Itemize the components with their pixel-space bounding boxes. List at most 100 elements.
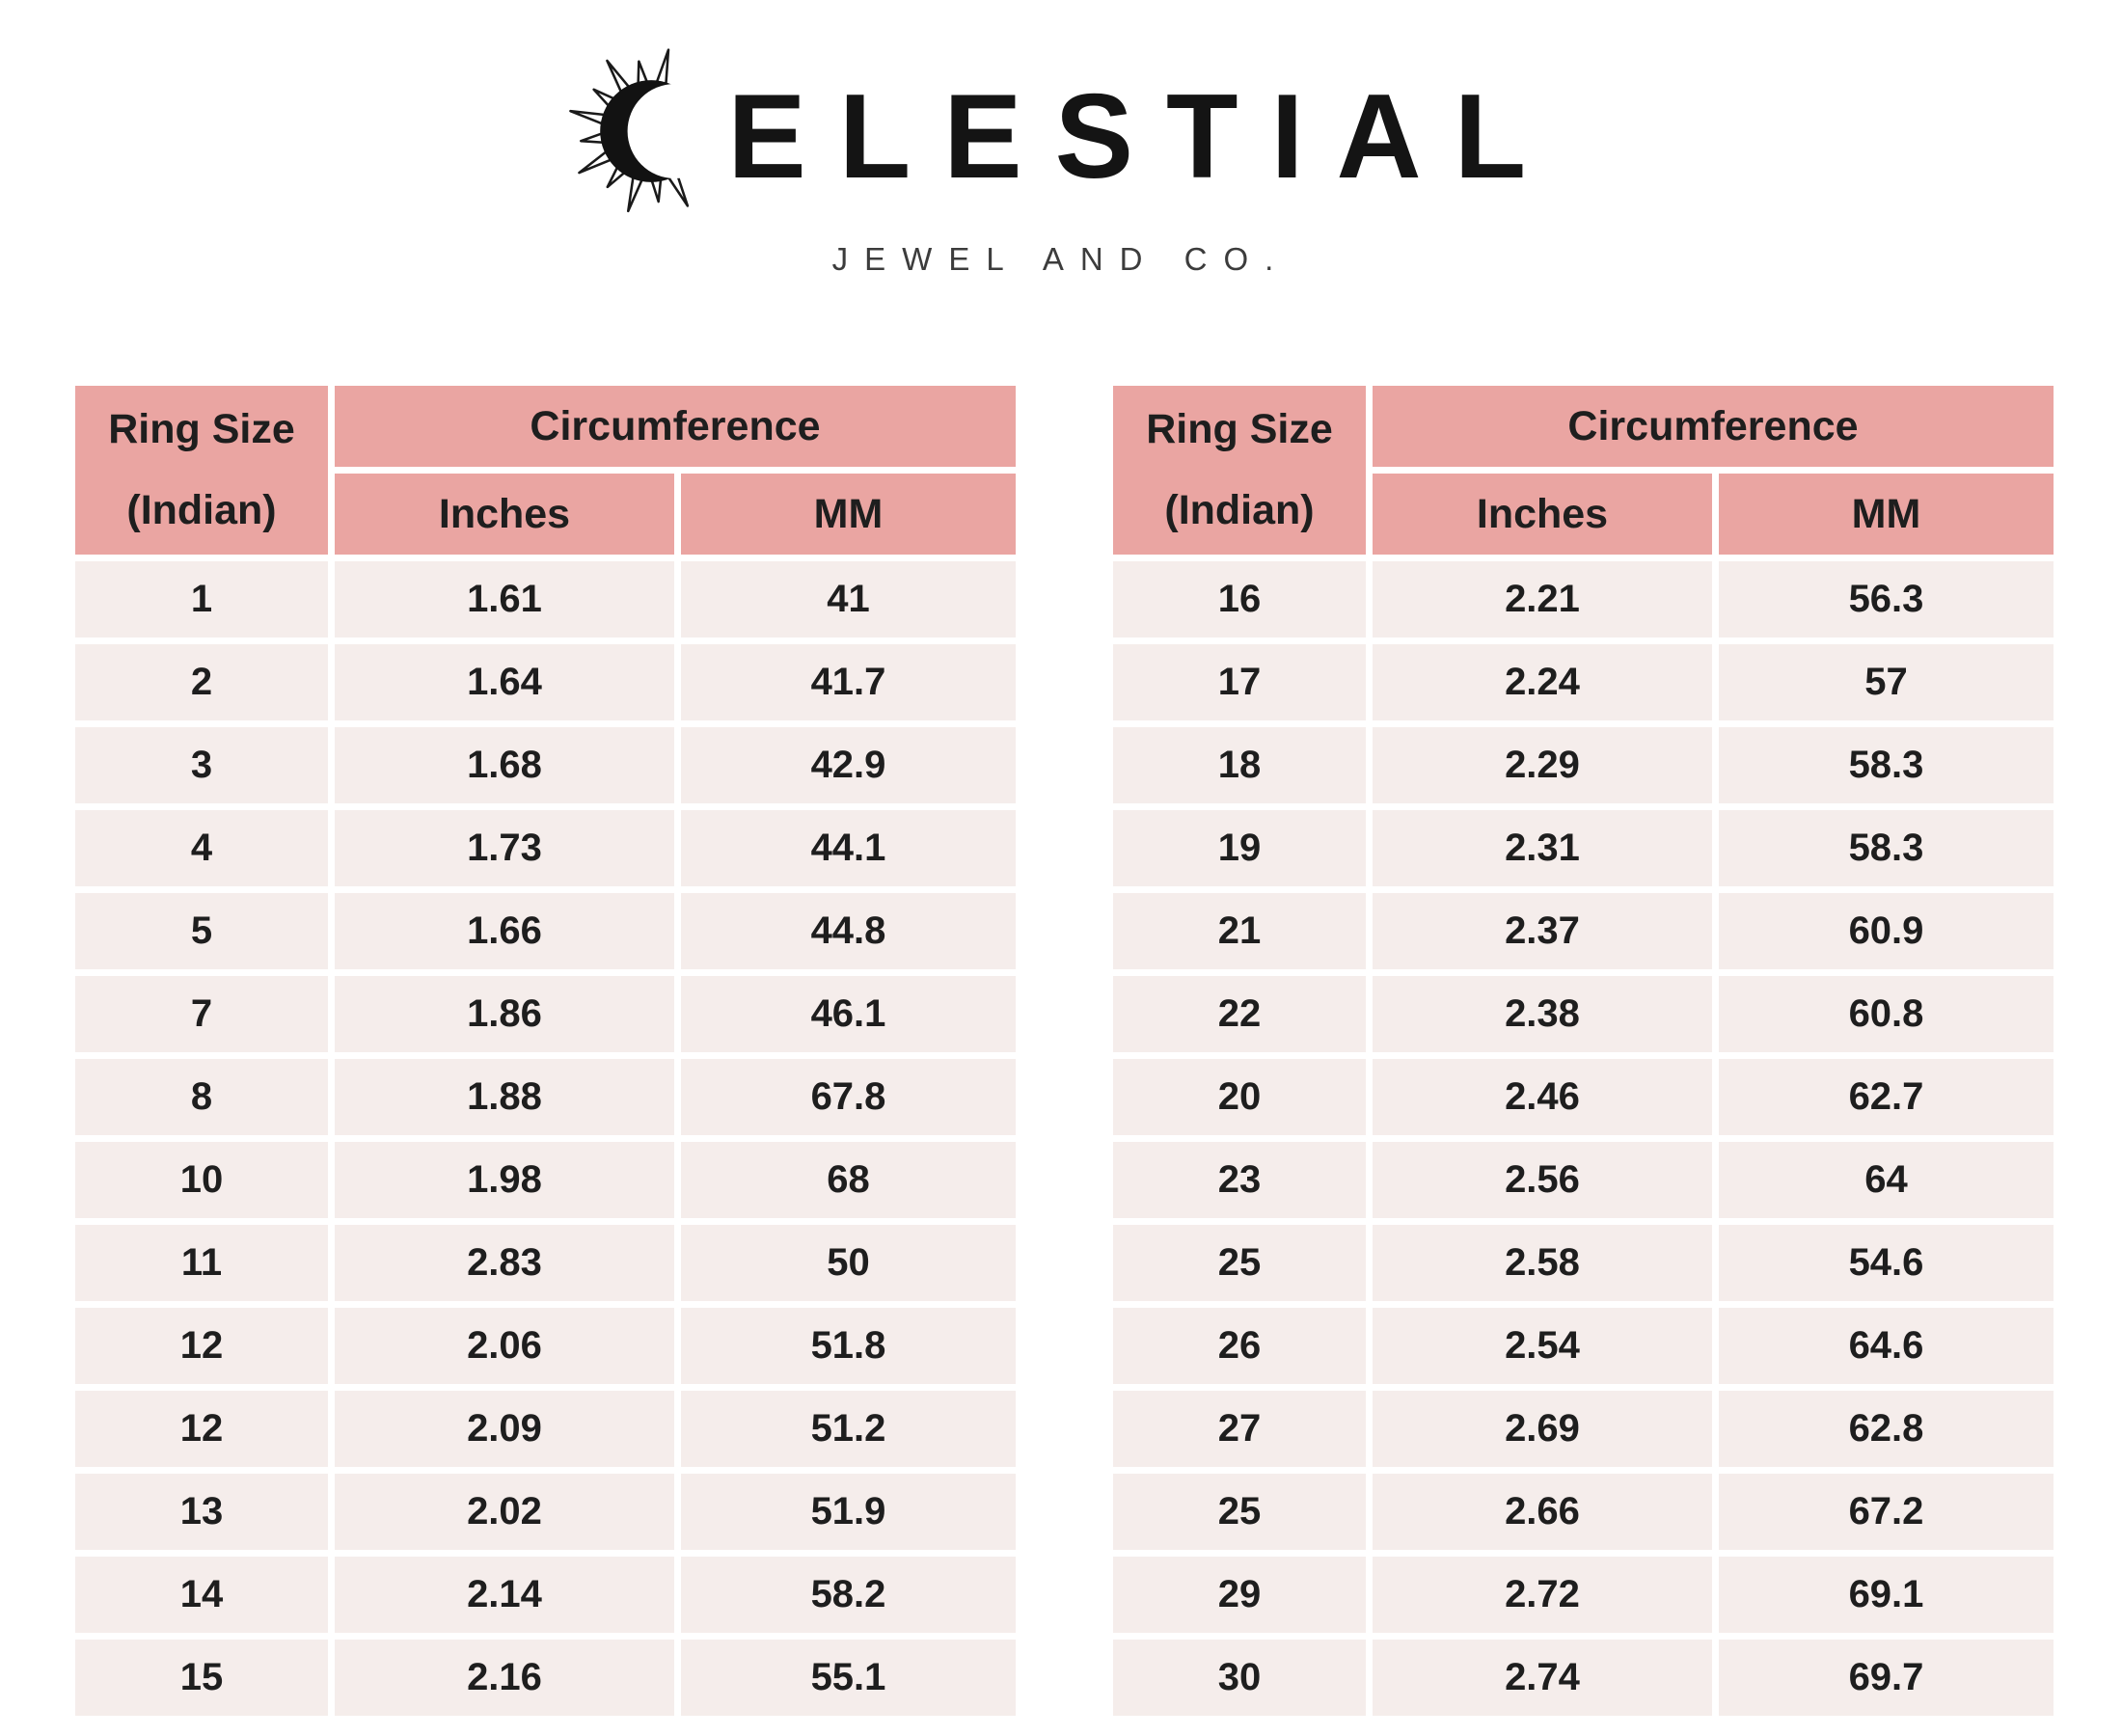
table-cell-inches: 2.02 — [335, 1474, 674, 1550]
table-cell-inches: 2.09 — [335, 1391, 674, 1467]
table-cell-inches: 1.64 — [335, 644, 674, 720]
table-cell-mm: 42.9 — [681, 727, 1016, 803]
sun-crescent-icon — [569, 48, 722, 213]
ring-size-label: Ring Size — [1146, 406, 1333, 452]
table-cell-ring-size: 4 — [75, 810, 328, 886]
table-cell-inches: 2.21 — [1373, 561, 1712, 637]
table-cell-ring-size: 30 — [1113, 1640, 1366, 1716]
table-cell-ring-size: 8 — [75, 1059, 328, 1135]
column-header-ring-size: Ring Size (Indian) — [75, 386, 328, 555]
table-cell-ring-size: 12 — [75, 1391, 328, 1467]
table-cell-ring-size: 10 — [75, 1142, 328, 1218]
brand-tagline: JEWEL AND CO. — [831, 241, 1291, 277]
table-cell-ring-size: 1 — [75, 561, 328, 637]
table-cell-inches: 2.56 — [1373, 1142, 1712, 1218]
table-cell-inches: 2.14 — [335, 1557, 674, 1633]
table-cell-inches: 2.74 — [1373, 1640, 1712, 1716]
table-cell-mm: 67.2 — [1719, 1474, 2054, 1550]
table-cell-ring-size: 17 — [1113, 644, 1366, 720]
table-cell-ring-size: 18 — [1113, 727, 1366, 803]
table-cell-mm: 56.3 — [1719, 561, 2054, 637]
ring-size-sublabel: (Indian) — [126, 487, 277, 533]
table-cell-inches: 1.88 — [335, 1059, 674, 1135]
table-cell-ring-size: 13 — [75, 1474, 328, 1550]
column-header-circumference: Circumference — [1373, 386, 2054, 467]
table-cell-ring-size: 3 — [75, 727, 328, 803]
table-cell-mm: 62.7 — [1719, 1059, 2054, 1135]
table-cell-mm: 57 — [1719, 644, 2054, 720]
ring-size-table-left: Ring Size (Indian) Circumference Inches … — [75, 386, 1016, 1716]
table-cell-mm: 67.8 — [681, 1059, 1016, 1135]
table-cell-mm: 64.6 — [1719, 1308, 2054, 1384]
table-cell-ring-size: 2 — [75, 644, 328, 720]
table-cell-ring-size: 16 — [1113, 561, 1366, 637]
table-cell-mm: 41.7 — [681, 644, 1016, 720]
table-cell-mm: 62.8 — [1719, 1391, 2054, 1467]
table-cell-mm: 44.8 — [681, 893, 1016, 969]
table-cell-inches: 1.61 — [335, 561, 674, 637]
table-cell-mm: 58.3 — [1719, 727, 2054, 803]
table-cell-ring-size: 12 — [75, 1308, 328, 1384]
table-cell-inches: 2.06 — [335, 1308, 674, 1384]
table-cell-inches: 2.29 — [1373, 727, 1712, 803]
table-cell-ring-size: 5 — [75, 893, 328, 969]
table-cell-mm: 69.7 — [1719, 1640, 2054, 1716]
table-cell-mm: 44.1 — [681, 810, 1016, 886]
table-cell-inches: 2.66 — [1373, 1474, 1712, 1550]
table-cell-inches: 1.86 — [335, 976, 674, 1052]
table-cell-mm: 58.2 — [681, 1557, 1016, 1633]
table-cell-ring-size: 7 — [75, 976, 328, 1052]
table-cell-mm: 64 — [1719, 1142, 2054, 1218]
ring-size-sublabel: (Indian) — [1164, 487, 1315, 533]
column-header-ring-size: Ring Size (Indian) — [1113, 386, 1366, 555]
ring-size-table-right: Ring Size (Indian) Circumference Inches … — [1113, 386, 2054, 1716]
table-cell-mm: 58.3 — [1719, 810, 2054, 886]
table-cell-inches: 1.66 — [335, 893, 674, 969]
table-cell-inches: 2.38 — [1373, 976, 1712, 1052]
column-header-inches: Inches — [1373, 474, 1712, 555]
table-cell-inches: 1.68 — [335, 727, 674, 803]
table-cell-ring-size: 25 — [1113, 1474, 1366, 1550]
table-cell-inches: 2.46 — [1373, 1059, 1712, 1135]
table-cell-mm: 41 — [681, 561, 1016, 637]
table-cell-ring-size: 23 — [1113, 1142, 1366, 1218]
table-cell-inches: 2.83 — [335, 1225, 674, 1301]
table-cell-mm: 54.6 — [1719, 1225, 2054, 1301]
table-cell-ring-size: 29 — [1113, 1557, 1366, 1633]
table-cell-ring-size: 26 — [1113, 1308, 1366, 1384]
table-cell-mm: 60.8 — [1719, 976, 2054, 1052]
table-cell-mm: 55.1 — [681, 1640, 1016, 1716]
table-cell-inches: 2.58 — [1373, 1225, 1712, 1301]
table-cell-ring-size: 25 — [1113, 1225, 1366, 1301]
table-cell-inches: 2.31 — [1373, 810, 1712, 886]
table-cell-ring-size: 21 — [1113, 893, 1366, 969]
brand-logo: ELESTIAL JEWEL AND CO. — [0, 41, 2122, 278]
table-cell-inches: 1.73 — [335, 810, 674, 886]
brand-wordmark-text: ELESTIAL — [727, 68, 1560, 203]
table-cell-ring-size: 11 — [75, 1225, 328, 1301]
table-cell-mm: 46.1 — [681, 976, 1016, 1052]
table-cell-inches: 2.16 — [335, 1640, 674, 1716]
table-cell-mm: 51.9 — [681, 1474, 1016, 1550]
brand-wordmark: ELESTIAL — [563, 41, 1559, 222]
table-cell-ring-size: 14 — [75, 1557, 328, 1633]
table-cell-inches: 2.72 — [1373, 1557, 1712, 1633]
table-cell-mm: 60.9 — [1719, 893, 2054, 969]
table-cell-mm: 51.8 — [681, 1308, 1016, 1384]
table-cell-inches: 2.69 — [1373, 1391, 1712, 1467]
column-header-mm: MM — [1719, 474, 2054, 555]
column-header-mm: MM — [681, 474, 1016, 555]
table-cell-inches: 2.37 — [1373, 893, 1712, 969]
table-cell-mm: 51.2 — [681, 1391, 1016, 1467]
table-cell-inches: 2.24 — [1373, 644, 1712, 720]
table-cell-ring-size: 22 — [1113, 976, 1366, 1052]
table-cell-ring-size: 27 — [1113, 1391, 1366, 1467]
table-cell-mm: 50 — [681, 1225, 1016, 1301]
table-cell-ring-size: 15 — [75, 1640, 328, 1716]
table-cell-inches: 2.54 — [1373, 1308, 1712, 1384]
table-cell-ring-size: 19 — [1113, 810, 1366, 886]
table-cell-ring-size: 20 — [1113, 1059, 1366, 1135]
table-cell-mm: 68 — [681, 1142, 1016, 1218]
column-header-inches: Inches — [335, 474, 674, 555]
table-cell-inches: 1.98 — [335, 1142, 674, 1218]
